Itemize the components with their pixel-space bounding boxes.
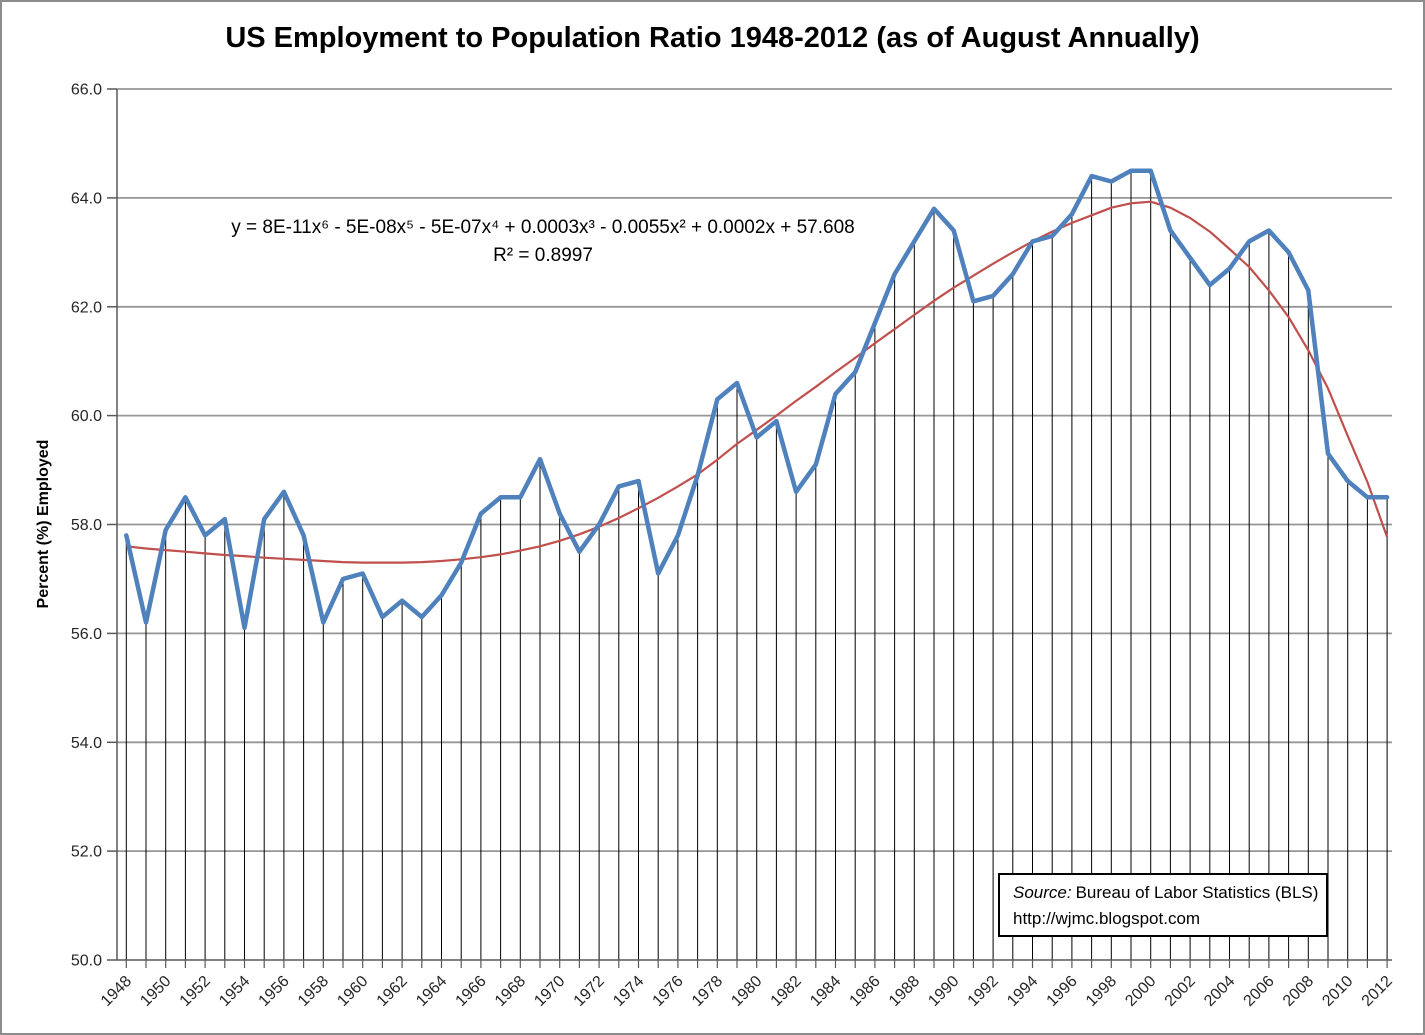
- y-tick-label: 54.0: [71, 735, 102, 752]
- trendline-series: [126, 200, 1389, 564]
- y-tick-label: 64.0: [71, 190, 102, 207]
- source-box: Source: Bureau of Labor Statistics (BLS) …: [998, 873, 1328, 937]
- x-tick-label: 2004: [1201, 973, 1238, 1010]
- source-label: Source:: [1013, 883, 1072, 902]
- x-tick-label: 2006: [1241, 973, 1278, 1010]
- y-tick-label: 60.0: [71, 408, 102, 425]
- x-tick-label: 1950: [137, 973, 174, 1010]
- x-tick-label: 1948: [98, 973, 135, 1010]
- x-tick-label: 1992: [965, 973, 1002, 1010]
- y-tick-label: 66.0: [71, 82, 102, 99]
- x-tick-label: 1970: [531, 973, 568, 1010]
- trendline-annotation: y = 8E-11x⁶ - 5E-08x⁵ - 5E-07x⁴ + 0.0003…: [207, 214, 879, 270]
- y-tick-label: 62.0: [71, 299, 102, 316]
- x-tick-label: 1982: [768, 973, 805, 1010]
- x-tick-label: 1986: [847, 973, 884, 1010]
- x-tick-label: 2002: [1162, 973, 1199, 1010]
- y-tick-label: 50.0: [71, 953, 102, 970]
- chart-title: US Employment to Population Ratio 1948-2…: [225, 22, 1200, 54]
- x-tick-label: 1952: [177, 973, 214, 1010]
- x-tick-label: 1972: [571, 973, 608, 1010]
- x-tick-label: 1954: [216, 973, 253, 1010]
- x-tick-label: 1964: [413, 973, 450, 1010]
- x-tick-label: 2010: [1319, 973, 1356, 1010]
- employment-ratio-series: [124, 168, 1390, 631]
- x-tick-label: 1966: [453, 973, 490, 1010]
- x-tick-label: 1968: [492, 973, 529, 1010]
- x-tick-label: 2008: [1280, 973, 1317, 1010]
- x-tick-label: 1998: [1083, 973, 1120, 1010]
- x-tick-label: 1958: [295, 973, 332, 1010]
- y-tick-label: 58.0: [71, 517, 102, 534]
- r-squared-value: R² = 0.8997: [493, 245, 593, 266]
- trendline-equation: y = 8E-11x⁶ - 5E-08x⁵ - 5E-07x⁴ + 0.0003…: [231, 217, 855, 238]
- x-tick-label: 1956: [256, 973, 293, 1010]
- x-tick-label: 1996: [1044, 973, 1081, 1010]
- x-tick-label: 1994: [1004, 973, 1041, 1010]
- source-url: http://wjmc.blogspot.com: [1013, 909, 1201, 928]
- x-tick-label: 1978: [689, 973, 726, 1010]
- x-tick-label: 2012: [1359, 973, 1396, 1010]
- x-tick-label: 1984: [807, 973, 844, 1010]
- source-line: Source: Bureau of Labor Statistics (BLS): [1013, 880, 1326, 906]
- source-text: Bureau of Labor Statistics (BLS): [1075, 883, 1319, 902]
- x-tick-label: 1976: [650, 973, 687, 1010]
- x-tick-label: 1962: [374, 973, 411, 1010]
- x-tick-label: 1980: [728, 973, 765, 1010]
- x-tick-label: 1990: [925, 973, 962, 1010]
- x-tick-label: 1960: [334, 973, 371, 1010]
- x-tick-label: 1988: [886, 973, 923, 1010]
- y-tick-label: 52.0: [71, 844, 102, 861]
- y-tick-label: 56.0: [71, 626, 102, 643]
- x-tick-label: 2000: [1122, 973, 1159, 1010]
- x-tick-label: 1974: [610, 973, 647, 1010]
